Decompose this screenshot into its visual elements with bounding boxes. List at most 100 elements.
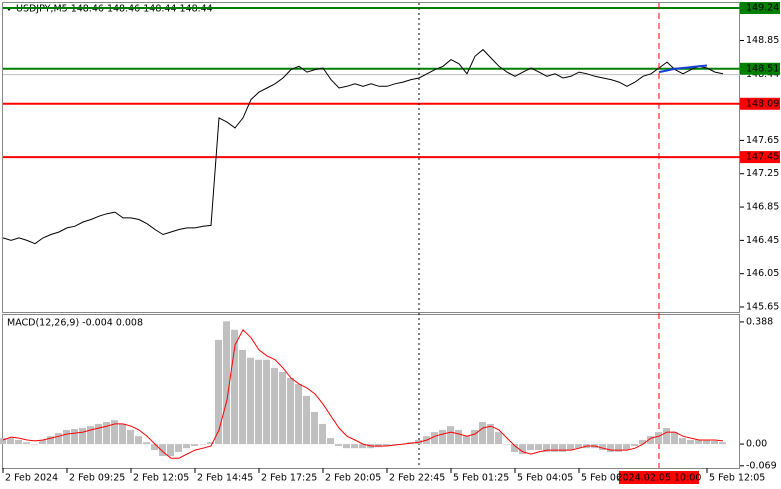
histogram-bar [271, 367, 278, 445]
histogram-bar [471, 429, 478, 445]
y-tick-label: 148.85 [746, 35, 779, 46]
histogram-bar [15, 439, 22, 445]
histogram-bar [351, 444, 358, 449]
histogram-bar [151, 444, 158, 451]
histogram-bar [527, 444, 534, 451]
histogram-bar [247, 357, 254, 445]
histogram-bar [31, 444, 38, 445]
y-tick-label: 146.85 [746, 202, 779, 213]
x-tick-label: 2 Feb 14:45 [197, 473, 253, 484]
histogram-bar [439, 429, 446, 445]
level-label-box [740, 151, 780, 164]
histogram-bar [143, 442, 150, 445]
histogram-bar [303, 395, 310, 445]
histogram-bar [535, 444, 542, 451]
histogram-bar [255, 359, 262, 445]
histogram-bar [671, 432, 678, 445]
histogram-bar [655, 432, 662, 445]
histogram-bar [543, 444, 550, 452]
histogram-bar [639, 439, 646, 445]
x-tick-label: 5 Feb 06:45 [581, 473, 637, 484]
histogram-bar [343, 444, 350, 449]
indicator-title: MACD(12,26,9) -0.004 0.008 [7, 318, 143, 329]
chart-title: USDJPY,M5 148.46 148.46 148.44 148.44 [16, 4, 213, 15]
histogram-bar [47, 436, 54, 445]
histogram-bar [431, 432, 438, 445]
histogram-bar [231, 329, 238, 445]
price-line [2, 48, 724, 245]
histogram-bar [159, 444, 166, 457]
histogram-bar [7, 438, 14, 445]
x-tick-label: 2 Feb 09:25 [69, 473, 125, 484]
histogram-bar [703, 439, 710, 445]
level-label: 147.45 [746, 152, 779, 163]
histogram-bar [39, 439, 46, 445]
histogram-bar [239, 349, 246, 445]
x-tick-label: 2 Feb 12:05 [133, 473, 189, 484]
histogram-bar [183, 444, 190, 449]
histogram-bar [607, 444, 614, 452]
histogram-bar [279, 371, 286, 445]
histogram-bar [631, 444, 638, 446]
histogram-bar [663, 428, 670, 445]
level-label: 148.09 [746, 98, 779, 109]
x-tick-label: 2 Feb 17:25 [261, 473, 317, 484]
cursor-label-box [619, 471, 699, 484]
histogram-bar [207, 442, 214, 445]
histogram-bar [615, 444, 622, 452]
x-tick-label: 5 Feb 04:05 [517, 473, 573, 484]
y-tick-label: -0.069 [746, 460, 777, 471]
histogram-bar [191, 444, 198, 446]
histogram-bar [551, 444, 558, 452]
histogram-bar [55, 433, 62, 445]
histogram-bar [383, 444, 390, 446]
histogram-bar [95, 423, 102, 445]
histogram-bar [623, 444, 630, 451]
histogram-bar [199, 444, 206, 445]
histogram-bar [687, 439, 694, 445]
y-tick-label: 145.65 [746, 302, 779, 313]
histogram-bar [647, 436, 654, 445]
level-label: 149.24 [746, 2, 779, 13]
histogram-bar [63, 429, 70, 445]
histogram-bar [167, 444, 174, 457]
level-label: 148.51 [746, 63, 779, 74]
histogram-bar [599, 444, 606, 451]
histogram-bar [575, 444, 582, 449]
y-tick-label: 0.00 [746, 439, 767, 450]
histogram-bar [87, 426, 94, 445]
histogram-bar [175, 444, 182, 452]
histogram-bar [559, 444, 566, 452]
level-label-box [740, 1, 780, 14]
histogram-bar [711, 440, 718, 445]
level-label-box [740, 62, 780, 75]
x-tick-label: 2 Feb 22:45 [389, 473, 445, 484]
histogram-bar [495, 432, 502, 445]
y-tick-label: 0.388 [746, 316, 773, 327]
histogram-bar [127, 429, 134, 445]
histogram-bar [23, 442, 30, 445]
histogram-bar [287, 377, 294, 445]
histogram-bar [519, 444, 526, 455]
histogram-bar [295, 383, 302, 445]
histogram-bar [319, 423, 326, 445]
histogram-bar [0, 438, 6, 445]
x-tick-label: 5 Feb 12:05 [709, 473, 765, 484]
histogram-bar [463, 436, 470, 445]
histogram-bar [335, 444, 342, 446]
level-label-box [740, 97, 780, 110]
y-tick-label: 146.45 [746, 235, 779, 246]
histogram-bar [103, 422, 110, 445]
histogram-bar [263, 359, 270, 445]
histogram-bar [71, 428, 78, 445]
histogram-bar [119, 423, 126, 445]
y-tick-label: 147.25 [746, 168, 779, 179]
histogram-bar [111, 420, 118, 445]
histogram-bar [391, 444, 398, 445]
histogram-bar [215, 339, 222, 445]
histogram-bar [327, 438, 334, 445]
histogram-bar [455, 429, 462, 445]
histogram-bar [719, 442, 726, 445]
histogram-bar [311, 411, 318, 445]
